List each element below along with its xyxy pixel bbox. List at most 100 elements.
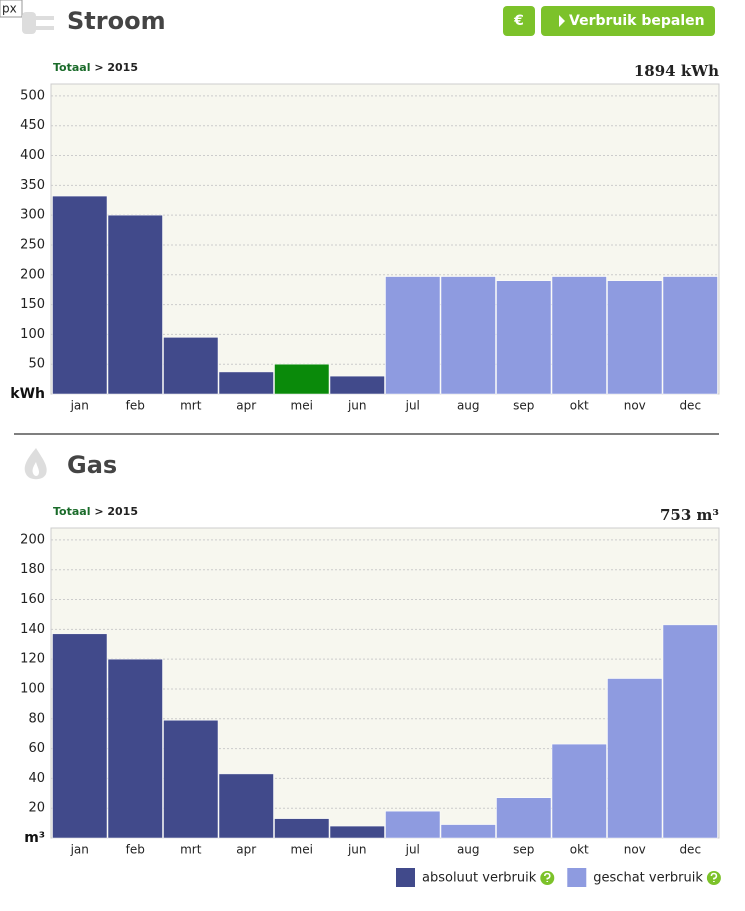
breadcrumb: Totaal > 2015 (53, 505, 138, 518)
legend-label: absoluut verbruik (422, 871, 537, 886)
x-tick-label: sep (513, 843, 534, 857)
euro-button[interactable] (503, 6, 535, 36)
euro-button-label[interactable]: € (513, 13, 524, 29)
total-value: 1894 (634, 62, 676, 80)
bar (440, 276, 496, 395)
y-tick-label: 400 (20, 148, 45, 163)
y-tick-label: 20 (28, 801, 45, 816)
bar (107, 658, 163, 839)
breadcrumb-link[interactable]: Totaal (53, 505, 90, 518)
bar (163, 337, 219, 395)
play-icon (559, 15, 565, 27)
x-tick-label: aug (457, 399, 480, 413)
x-tick-label: mei (291, 399, 313, 413)
bar (274, 363, 330, 395)
y-tick-label: 120 (20, 652, 45, 667)
y-tick-label: 450 (20, 118, 45, 133)
bar (440, 824, 496, 839)
bar (329, 825, 385, 839)
y-tick-label: 80 (28, 711, 45, 726)
x-tick-label: nov (624, 399, 646, 413)
x-tick-label: aug (457, 843, 480, 857)
bar (218, 773, 274, 839)
flame-icon (24, 448, 47, 480)
total-value: 753 (660, 506, 691, 524)
x-tick-label: jul (405, 843, 420, 857)
x-tick-label: nov (624, 843, 646, 857)
y-tick-label: 200 (20, 267, 45, 282)
y-tick-label: 180 (20, 562, 45, 577)
x-tick-label: apr (236, 399, 256, 413)
x-tick-label: feb (126, 399, 145, 413)
usage-button-label[interactable]: Verbruik bepalen (569, 13, 705, 29)
corner-box (0, 0, 23, 18)
y-tick-label: 200 (20, 532, 45, 547)
y-unit-label: m³ (24, 830, 45, 846)
x-tick-label: apr (236, 843, 256, 857)
x-tick-label: dec (679, 843, 701, 857)
bar (496, 797, 552, 839)
bar (163, 720, 219, 839)
help-glyph (543, 872, 551, 882)
y-tick-label: 160 (20, 592, 45, 607)
bar (385, 276, 441, 395)
bar (107, 214, 163, 395)
bar (52, 195, 108, 395)
bar (218, 371, 274, 395)
x-tick-label: sep (513, 399, 534, 413)
bar (607, 678, 663, 839)
legend-label: geschat verbruik (593, 871, 703, 886)
bar (52, 633, 108, 839)
bar (551, 743, 607, 839)
corner-label: px (2, 2, 17, 16)
y-tick-label: 250 (20, 237, 45, 252)
y-tick-label: 300 (20, 208, 45, 223)
breadcrumb-sep: > (90, 505, 107, 518)
bar (662, 276, 718, 395)
legend-swatch (567, 868, 587, 887)
x-tick-label: jun (347, 399, 367, 413)
x-tick-label: jan (70, 843, 89, 857)
bar (551, 276, 607, 395)
y-tick-label: 50 (28, 357, 45, 372)
y-tick-label: 140 (20, 622, 45, 637)
usage-button[interactable] (541, 6, 715, 36)
y-unit-label: kWh (10, 386, 45, 402)
x-tick-label: okt (570, 843, 589, 857)
section-title: Stroom (67, 7, 166, 35)
plug-icon (22, 12, 54, 34)
x-tick-label: okt (570, 399, 589, 413)
y-tick-label: 500 (20, 88, 45, 103)
bar (662, 624, 718, 839)
x-tick-label: feb (126, 843, 145, 857)
breadcrumb-current: 2015 (107, 61, 138, 74)
y-tick-label: 40 (28, 771, 45, 786)
y-tick-label: 100 (20, 327, 45, 342)
bar (385, 810, 441, 839)
bar (329, 375, 385, 395)
x-tick-label: mei (291, 843, 313, 857)
y-tick-label: 150 (20, 297, 45, 312)
total-unit: kWh (681, 62, 719, 80)
y-tick-label: 350 (20, 178, 45, 193)
help-glyph (710, 872, 718, 882)
breadcrumb-link[interactable]: Totaal (53, 61, 90, 74)
total-unit: m³ (697, 506, 719, 524)
total: 753 m³ (660, 506, 719, 524)
y-tick-label: 60 (28, 741, 45, 756)
legend-swatch (396, 868, 415, 887)
total: 1894 kWh (634, 62, 719, 80)
x-tick-label: jun (347, 843, 367, 857)
breadcrumb-current: 2015 (107, 505, 138, 518)
x-tick-label: mrt (180, 399, 202, 413)
x-tick-label: jul (405, 399, 420, 413)
bar (496, 280, 552, 395)
y-tick-label: 100 (20, 681, 45, 696)
bar (607, 280, 663, 395)
x-tick-label: jan (70, 399, 89, 413)
bar (274, 818, 330, 839)
breadcrumb: Totaal > 2015 (53, 61, 138, 74)
x-tick-label: mrt (180, 843, 202, 857)
